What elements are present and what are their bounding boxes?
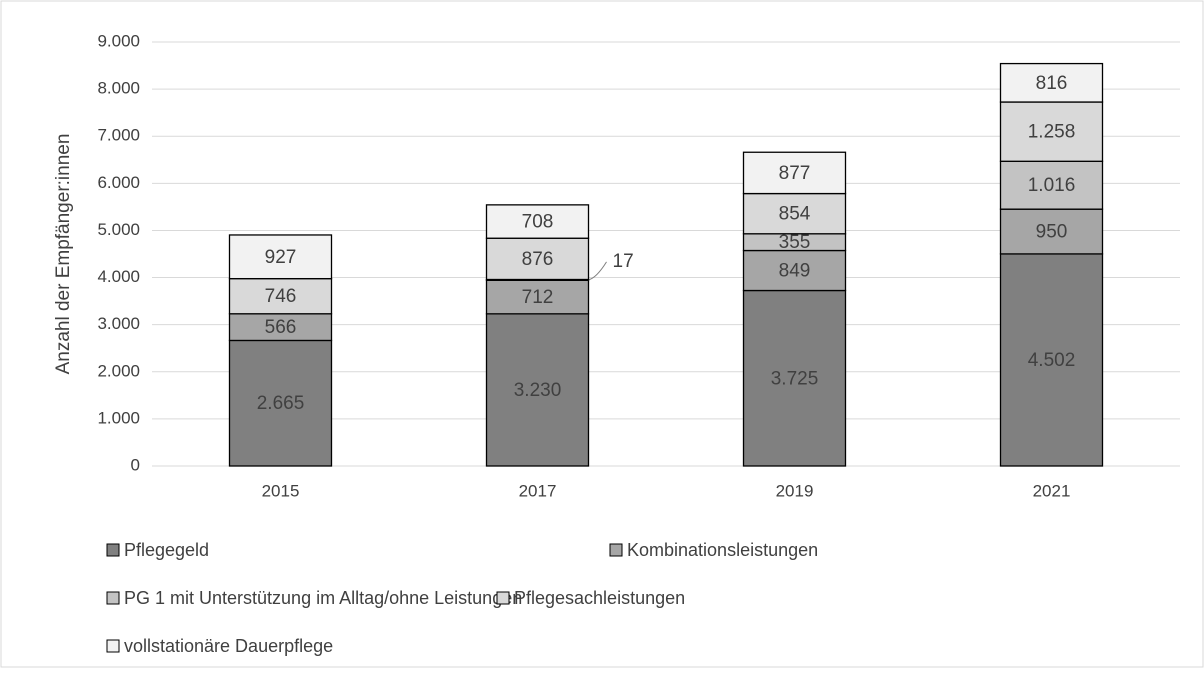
y-tick-label: 3.000: [97, 314, 140, 333]
y-tick-label: 8.000: [97, 79, 140, 98]
bar-segment: [742, 289, 847, 467]
bar-segment: [228, 277, 333, 315]
data-label: 849: [779, 261, 811, 282]
y-tick-label: 5.000: [97, 220, 140, 239]
legend-swatch: [106, 639, 120, 653]
y-tick-label: 2.000: [97, 361, 140, 380]
legend-label: vollstationäre Dauerpflege: [124, 636, 333, 656]
data-label: 566: [265, 317, 297, 338]
legend-label: Pflegegeld: [124, 540, 209, 560]
y-tick-label: 0: [131, 455, 140, 474]
legend-label: Kombinationsleistungen: [627, 540, 818, 560]
data-label: 1.016: [1028, 175, 1076, 196]
bar-segment: [999, 253, 1104, 467]
data-label: 4.502: [1028, 350, 1076, 371]
x-tick-label: 2021: [1033, 481, 1071, 500]
legend-swatch: [106, 591, 120, 605]
bar-segment: [228, 313, 333, 342]
data-label: 2.665: [257, 393, 305, 414]
legend-swatch: [496, 591, 510, 605]
y-tick-label: 1.000: [97, 408, 140, 427]
x-tick-label: 2019: [776, 481, 814, 500]
bar-segment: [742, 249, 847, 292]
y-tick-label: 6.000: [97, 173, 140, 192]
data-label: 708: [522, 212, 554, 233]
bar-segment: [485, 313, 590, 467]
legend-label: Pflegesachleistungen: [514, 588, 685, 608]
bar-segment: [742, 192, 847, 235]
y-tick-label: 4.000: [97, 267, 140, 286]
data-label: 816: [1036, 73, 1068, 94]
bar-segment: [742, 151, 847, 195]
data-label: 3.230: [514, 380, 562, 401]
y-tick-label: 9.000: [97, 31, 140, 50]
data-label: 854: [779, 204, 811, 225]
bar-segment: [999, 160, 1104, 210]
bar-segment: [485, 204, 590, 239]
data-label: 3.725: [771, 368, 819, 389]
legend-swatch: [106, 543, 120, 557]
data-label: 950: [1036, 222, 1068, 243]
bar-segment: [999, 62, 1104, 103]
data-label: 712: [522, 287, 554, 308]
bar-segment: [999, 208, 1104, 255]
bar-segment: [228, 234, 333, 280]
data-label: 355: [779, 232, 811, 253]
data-label: 876: [522, 249, 554, 270]
legend-swatch: [609, 543, 623, 557]
leader-line: [588, 261, 607, 281]
bar-segment: [485, 279, 590, 315]
data-label: 927: [265, 247, 297, 268]
x-tick-label: 2015: [262, 481, 300, 500]
bar-segment: [228, 339, 333, 467]
legend-label: PG 1 mit Unterstützung im Alltag/ohne Le…: [124, 588, 522, 608]
y-axis-label: Anzahl der Empfänger:innen: [53, 134, 74, 375]
data-label: 1.258: [1028, 122, 1076, 143]
data-label: 877: [779, 163, 811, 184]
data-label: 17: [613, 251, 634, 272]
y-tick-label: 7.000: [97, 126, 140, 145]
data-label: 746: [265, 286, 297, 307]
x-tick-label: 2017: [519, 481, 557, 500]
